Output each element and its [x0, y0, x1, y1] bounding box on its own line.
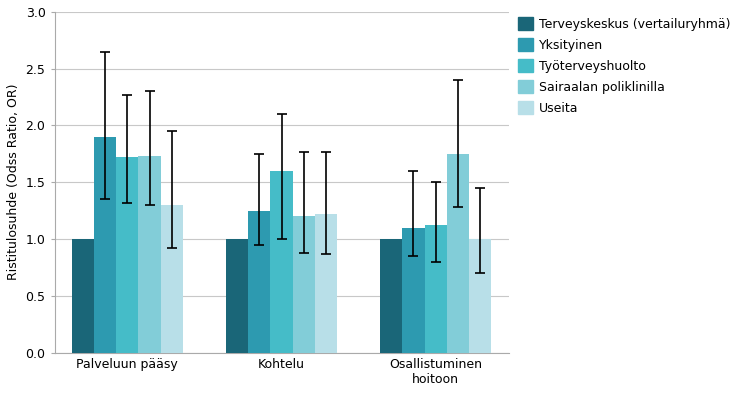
Bar [469, 239, 491, 353]
Bar [94, 137, 116, 353]
Bar [425, 225, 447, 353]
Bar [138, 156, 161, 353]
Y-axis label: Ristitulosuhde (Odss Ratio, OR): Ristitulosuhde (Odss Ratio, OR) [7, 84, 20, 281]
Bar [226, 239, 248, 353]
Bar [403, 228, 425, 353]
Bar [315, 214, 337, 353]
Bar [161, 205, 183, 353]
Bar [270, 171, 292, 353]
Bar [116, 157, 138, 353]
Bar [380, 239, 403, 353]
Bar [447, 154, 469, 353]
Bar [248, 211, 270, 353]
Legend: Terveyskeskus (vertailuryhmä), Yksityinen, Työterveyshuolto, Sairaalan poliklini: Terveyskeskus (vertailuryhmä), Yksityine… [513, 12, 736, 120]
Bar [71, 239, 94, 353]
Bar [292, 216, 315, 353]
